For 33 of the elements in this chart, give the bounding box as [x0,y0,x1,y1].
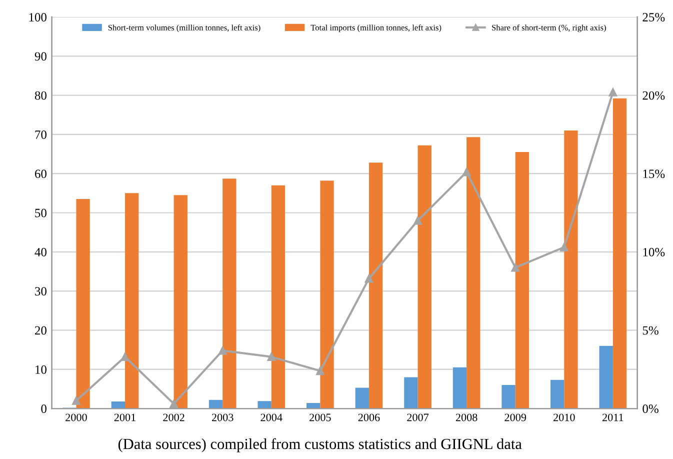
y2-tick-label: 20% [642,91,665,100]
y2-tick-label: 0% [642,404,658,414]
x-tick-label: 2004 [260,414,282,422]
legend-label: Share of short-term (%, right axis) [492,24,606,32]
x-tick-label: 2002 [163,414,184,422]
y-tick-label: 90 [34,52,46,61]
y-tick-label: 60 [34,170,46,178]
y-tick-label: 40 [34,248,46,256]
x-tick-label: 2001 [114,414,136,422]
text: (Data sources) compiled from customs statistics and GIIGNL data [118,438,522,452]
y-tick-label: 20 [35,326,46,335]
legend-label: Total imports (million tonnes, left axis) [310,24,442,32]
x-tick-label: 2011 [602,414,624,422]
x-tick-label: 2010 [554,414,575,422]
y2-tick-label: 15% [643,170,665,178]
y-tick-label: 10 [36,365,46,374]
x-tick-label: 2009 [504,414,526,422]
y-tick-label: 50 [35,208,46,218]
x-tick-label: 2005 [310,414,331,422]
y2-tick-label: 10% [643,248,665,256]
x-tick-label: 2008 [456,414,478,422]
y-tick-label: 70 [35,130,46,139]
x-tick-label: 2006 [358,414,380,422]
x-tick-label: 2000 [66,414,87,422]
x-tick-label: 2007 [407,414,429,422]
y2-tick-label: 25% [642,13,665,22]
x-tick-label: 2003 [212,414,234,422]
y-tick-label: 80 [34,91,46,100]
y2-tick-label: 5% [642,326,658,335]
y-tick-label: 30 [35,287,46,296]
legend-label: Short-term volumes (million tonnes, left axis) [108,24,260,32]
y-tick-label: 100 [29,13,46,22]
y-tick-label: 0 [41,404,46,413]
